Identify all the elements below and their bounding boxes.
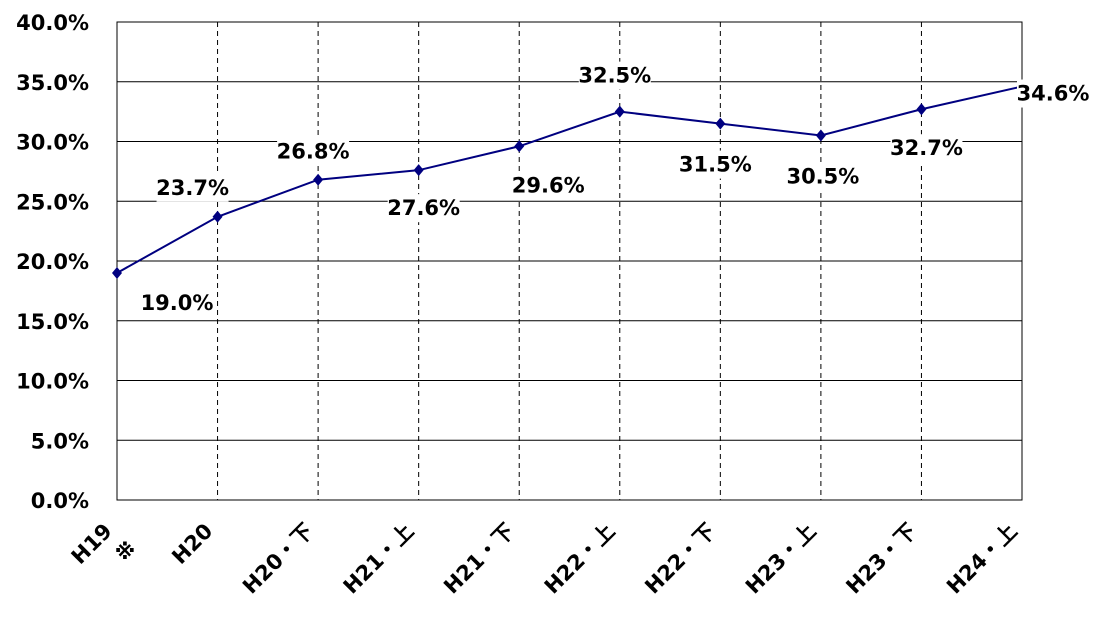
data-label: 29.6%	[512, 173, 585, 197]
label-bg	[679, 150, 752, 179]
data-label: 19.0%	[141, 291, 214, 315]
data-label: 32.5%	[578, 64, 651, 88]
data-label: 30.5%	[786, 165, 859, 189]
label-bg	[890, 134, 963, 163]
label-bg	[277, 137, 350, 166]
x-tick-label: H21・上	[339, 519, 419, 599]
y-tick-label: 40.0%	[16, 11, 89, 35]
y-tick-label: 15.0%	[16, 310, 89, 334]
y-tick-label: 20.0%	[16, 250, 89, 274]
marker	[715, 117, 726, 130]
marker	[815, 129, 826, 142]
marker	[614, 105, 625, 118]
label-bg	[1017, 79, 1089, 108]
x-tick-label: H23・上	[741, 519, 821, 599]
x-tick-label: H24・上	[942, 519, 1022, 599]
x-tick-label: H21・下	[439, 519, 519, 599]
annotation: ※	[115, 540, 135, 564]
x-tick-label: H22・下	[640, 519, 720, 599]
data-line	[116, 85, 1023, 274]
label-bg	[141, 288, 213, 317]
label-bg	[156, 173, 229, 202]
label-bg	[512, 171, 585, 200]
y-tick-label: 25.0%	[16, 190, 89, 214]
marker	[413, 164, 424, 177]
marker	[313, 173, 324, 186]
label-bg	[786, 162, 859, 191]
x-tick-label: H20・下	[238, 519, 318, 599]
y-tick-label: 10.0%	[16, 370, 89, 394]
data-label: 32.7%	[890, 136, 963, 160]
data-label: 23.7%	[156, 176, 229, 200]
marker	[916, 103, 927, 116]
data-label: 34.6%	[1017, 82, 1090, 106]
plot-border	[116, 21, 1023, 501]
x-tick-label: H20	[167, 519, 217, 569]
data-label: 26.8%	[277, 140, 350, 164]
y-tick-label: 35.0%	[16, 71, 89, 95]
label-bg	[387, 194, 460, 223]
y-tick-label: 5.0%	[31, 429, 89, 453]
y-tick-label: 30.0%	[16, 131, 89, 155]
marker	[212, 210, 223, 223]
y-tick-label: 0.0%	[31, 489, 89, 513]
marker	[514, 140, 525, 153]
data-label: 31.5%	[679, 153, 752, 177]
x-tick-label: H23・下	[841, 519, 921, 599]
data-label: 27.6%	[387, 196, 460, 220]
x-tick-label: H22・上	[540, 519, 620, 599]
x-tick-label: H19	[67, 519, 117, 569]
label-bg	[578, 61, 651, 90]
marker	[112, 266, 122, 279]
